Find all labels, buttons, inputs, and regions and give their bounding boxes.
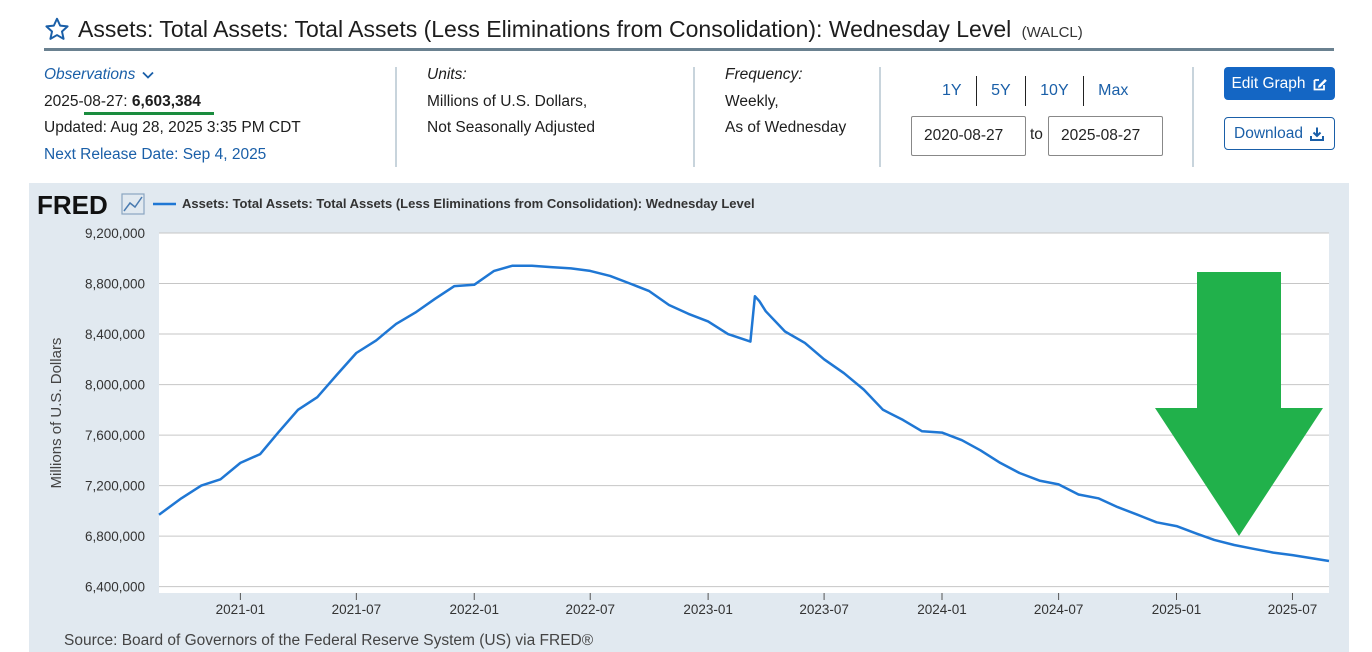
title-row: Assets: Total Assets: Total Assets (Less… [44, 10, 1334, 48]
range-5y-button[interactable]: 5Y [991, 82, 1011, 99]
range-10y-button[interactable]: 10Y [1040, 82, 1069, 99]
edit-icon [1313, 78, 1327, 90]
frequency-block: Frequency: Weekly, As of Wednesday [725, 62, 846, 142]
legend-label: Assets: Total Assets: Total Assets (Less… [182, 196, 755, 211]
start-date-input[interactable] [911, 116, 1026, 156]
observation-value: 6,603,384 [131, 92, 201, 110]
series-line [158, 264, 1330, 563]
y-tick-label: 7,200,000 [85, 479, 145, 494]
units-line1: Millions of U.S. Dollars, [427, 92, 588, 110]
observation-date: 2025-08-27: [44, 92, 128, 110]
frequency-line1: Weekly, [725, 92, 779, 110]
x-tick-label: 2021-07 [332, 602, 382, 617]
plot-area [159, 233, 1329, 593]
chevron-down-icon [142, 72, 154, 80]
y-tick-label: 7,600,000 [85, 428, 145, 443]
frequency-line2: As of Wednesday [725, 119, 847, 136]
units-line2: Not Seasonally Adjusted [427, 119, 596, 136]
x-tick-label: 2024-07 [1034, 602, 1084, 617]
edit-graph-label: Edit Graph [1231, 74, 1306, 92]
y-axis-label: Millions of U.S. Dollars [48, 338, 65, 489]
x-tick-label: 2025-01 [1152, 602, 1202, 617]
latest-observation: 2025-08-27: 6,603,384 [44, 89, 301, 116]
y-tick-label: 6,400,000 [85, 580, 145, 595]
x-tick-label: 2025-07 [1268, 602, 1318, 617]
y-tick-label: 9,200,000 [85, 226, 145, 241]
next-release-link[interactable]: Next Release Date: Sep 4, 2025 [44, 145, 267, 163]
x-tick-label: 2023-07 [799, 602, 849, 617]
x-tick-label: 2022-01 [449, 602, 499, 617]
updated-text: Updated: Aug 28, 2025 3:35 PM CDT [44, 119, 301, 136]
range-separator [975, 76, 978, 106]
download-label: Download [1234, 124, 1303, 142]
series-code: (WALCL) [1021, 23, 1083, 41]
source-note: Source: Board of Governors of the Federa… [64, 632, 594, 649]
range-separator [1082, 76, 1085, 106]
observations-block: Observations 2025-08-27: 6,603,384 Updat… [44, 62, 301, 168]
download-icon [1309, 127, 1324, 141]
y-tick-label: 8,400,000 [85, 327, 145, 342]
units-label: Units: [427, 66, 467, 83]
y-tick-label: 8,800,000 [85, 277, 145, 292]
x-tick-label: 2024-01 [917, 602, 967, 617]
divider [395, 67, 397, 167]
observations-toggle[interactable]: Observations [44, 62, 301, 89]
y-tick-label: 6,800,000 [85, 529, 145, 544]
range-1y-button[interactable]: 1Y [942, 82, 962, 99]
down-arrow-annotation [1155, 272, 1323, 536]
page-title: Assets: Total Assets: Total Assets (Less… [78, 16, 1083, 43]
x-tick-label: 2023-01 [683, 602, 733, 617]
frequency-label: Frequency: [725, 66, 803, 83]
range-separator [1024, 76, 1027, 106]
series-title: Assets: Total Assets: Total Assets (Less… [78, 15, 1012, 42]
download-button[interactable]: Download [1224, 117, 1335, 150]
units-block: Units: Millions of U.S. Dollars, Not Sea… [427, 62, 595, 142]
title-divider [44, 48, 1334, 51]
divider [879, 67, 881, 167]
y-tick-label: 8,000,000 [85, 378, 145, 393]
end-date-input[interactable] [1048, 116, 1163, 156]
chart-panel: FRED Assets: Total Assets: Total Assets … [29, 183, 1349, 652]
fred-logo: FRED [37, 190, 108, 220]
divider [693, 67, 695, 167]
chart-icon [121, 193, 145, 215]
observations-label: Observations [44, 66, 136, 83]
value-underline [84, 112, 214, 115]
x-tick-label: 2022-07 [565, 602, 615, 617]
edit-graph-button[interactable]: Edit Graph [1224, 67, 1335, 100]
date-range-to-label: to [1030, 126, 1043, 143]
range-max-button[interactable]: Max [1098, 82, 1129, 99]
line-chart: FRED Assets: Total Assets: Total Assets … [37, 190, 1330, 617]
star-icon[interactable] [44, 16, 70, 42]
range-buttons: 1Y 5Y 10Y Max [928, 76, 1142, 106]
divider [1192, 67, 1194, 167]
x-tick-label: 2021-01 [216, 602, 266, 617]
